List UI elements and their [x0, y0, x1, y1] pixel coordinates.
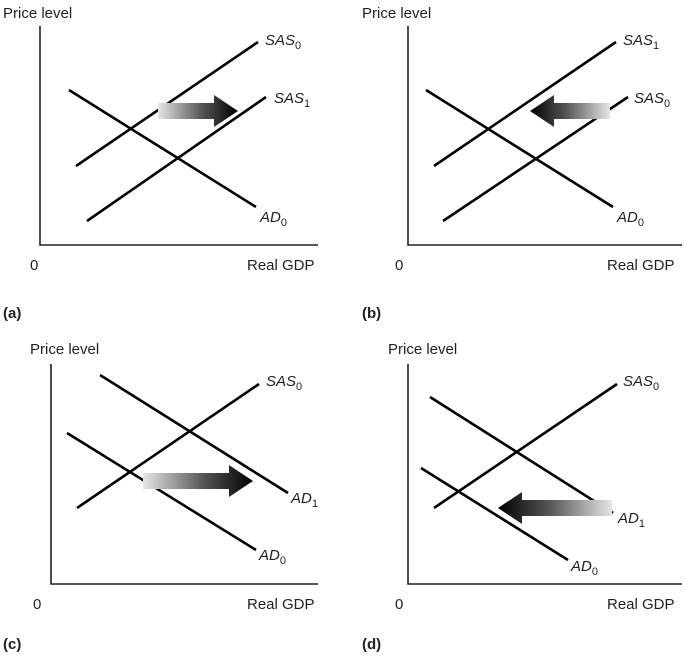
- sas-curve-lower: [86, 95, 267, 223]
- x-axis-label: Real GDP: [247, 596, 315, 613]
- ad-curve-upper: [429, 395, 614, 515]
- sas-label: SAS0: [623, 373, 659, 393]
- axes: [39, 26, 318, 246]
- x-axis-label: Real GDP: [607, 257, 675, 274]
- ad-curve-upper: [99, 373, 289, 495]
- shift-arrow-left: [530, 95, 610, 127]
- panel-c: Price level 0 Real GDP SAS0 AD1 AD0 (c): [3, 341, 318, 653]
- x-axis-label: Real GDP: [247, 257, 315, 274]
- axes: [50, 364, 318, 585]
- ad-upper-label: AD1: [290, 490, 318, 510]
- sas-upper-label: SAS1: [623, 32, 659, 52]
- sas-lower-label: SAS1: [274, 90, 310, 110]
- panel-label: (c): [3, 636, 21, 653]
- ad-label: AD0: [616, 209, 644, 229]
- shift-arrow-right: [158, 95, 238, 127]
- axes: [407, 364, 682, 585]
- y-axis-label: Price level: [362, 5, 431, 22]
- panel-b: Price level 0 Real GDP SAS1 SAS0 AD0 (b): [362, 5, 682, 322]
- panel-d: Price level 0 Real GDP SAS0 AD1 AD0 (d): [362, 341, 682, 653]
- sas-curve: [76, 382, 260, 510]
- ad-upper-label: AD1: [617, 510, 645, 530]
- ad-lower-label: AD0: [570, 558, 598, 578]
- origin-label: 0: [30, 257, 38, 274]
- sas-label: SAS0: [266, 373, 302, 393]
- sas-upper-label: SAS0: [265, 32, 301, 52]
- panel-a: Price level 0 Real GDP SAS0 SAS1 AD0 (a): [3, 5, 318, 322]
- ad-curve-lower: [420, 466, 569, 562]
- ad-lower-label: AD0: [258, 547, 286, 567]
- origin-label: 0: [33, 596, 41, 613]
- x-axis-label: Real GDP: [607, 596, 675, 613]
- sas-curve-upper: [433, 40, 617, 168]
- panel-label: (a): [3, 305, 21, 322]
- sas-lower-label: SAS0: [634, 90, 670, 110]
- y-axis-label: Price level: [3, 5, 72, 22]
- origin-label: 0: [395, 257, 403, 274]
- ad-curve: [68, 88, 257, 209]
- shift-arrow-left: [498, 492, 612, 524]
- axes: [407, 26, 682, 246]
- ad-curve: [425, 88, 614, 209]
- y-axis-label: Price level: [30, 341, 99, 358]
- panel-label: (b): [362, 305, 381, 322]
- sas-curve: [433, 382, 618, 510]
- ad-curve-lower: [66, 431, 257, 552]
- y-axis-label: Price level: [388, 341, 457, 358]
- panel-label: (d): [362, 636, 381, 653]
- origin-label: 0: [395, 596, 403, 613]
- ad-label: AD0: [259, 209, 287, 229]
- shift-arrow-right: [143, 465, 253, 497]
